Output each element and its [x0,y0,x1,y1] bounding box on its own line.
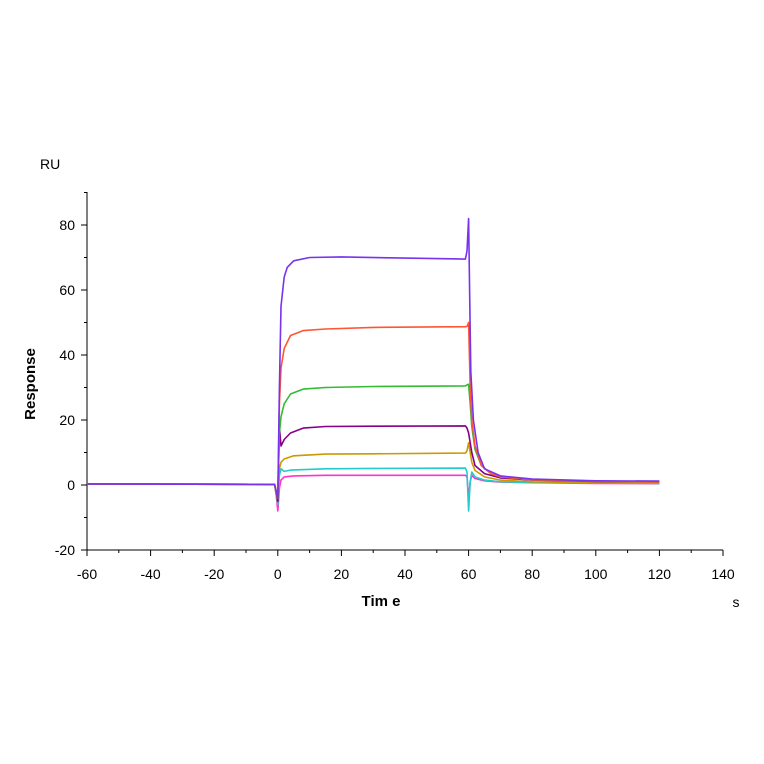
x-tick-label: 40 [397,566,413,582]
axes: -60 -40 -20 0 20 40 60 80 100 120 140 -20 0 20 40 60 80 [55,192,735,582]
series-line-6 [86,321,660,499]
y-tick-label: 60 [59,282,75,298]
x-tick-label: 120 [648,566,672,582]
x-tick-label: -40 [140,566,160,582]
series-line-7 [86,217,660,499]
y-unit-label: RU [40,156,60,172]
series-layer [86,217,660,512]
y-tick-label: 80 [59,217,75,233]
x-tick-label: -20 [204,566,224,582]
y-tick-label: 20 [59,412,75,428]
y-tick-label: 0 [67,477,75,493]
x-tick-label: 80 [524,566,540,582]
x-tick-label: 140 [711,566,735,582]
x-axis-title: Tim e [362,593,401,610]
x-tick-label: 60 [461,566,477,582]
y-tick-label: -20 [55,542,75,558]
labels: RU Response Tim e s [22,156,740,610]
x-tick-label: 100 [584,566,608,582]
x-tick-label: 20 [334,566,350,582]
y-axis-title: Response [22,348,39,420]
series-line-3 [86,442,660,503]
y-tick-label: 40 [59,347,75,363]
x-unit-label: s [733,594,740,610]
series-line-4 [86,425,660,503]
x-tick-label: -60 [77,566,97,582]
x-tick-label: 0 [274,566,282,582]
